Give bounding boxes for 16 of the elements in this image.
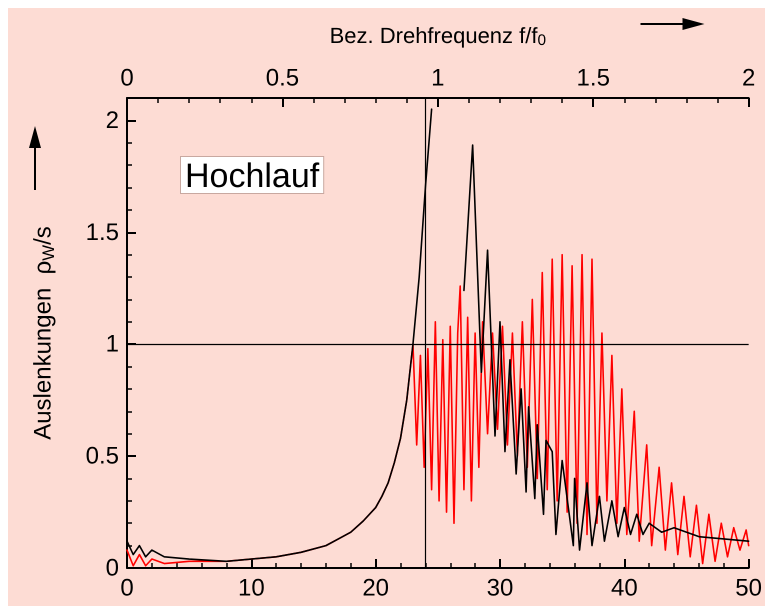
y-tick-label: 0 [106, 554, 119, 582]
x2-tick-label: 1 [431, 64, 445, 92]
x2-tick-label: 2 [742, 64, 756, 92]
x-tick-label: 40 [610, 574, 638, 602]
y-axis-title: Auslenkungen ρW/s [30, 226, 58, 440]
x2-tick-label: 1.5 [576, 64, 610, 92]
x2-tick-label: 0.5 [266, 64, 300, 92]
y-tick-label: 1 [106, 330, 119, 358]
x-tick-label: 30 [486, 574, 514, 602]
y-tick-label: 0.5 [86, 442, 119, 470]
x-tick-label: 50 [735, 574, 762, 602]
y-tick-label: 2 [106, 106, 119, 134]
x-tick-label: 10 [238, 574, 265, 602]
annotation: Hochlauf [185, 157, 320, 195]
x-tick-label: 20 [362, 574, 390, 602]
y-tick-label: 1.5 [86, 218, 119, 246]
